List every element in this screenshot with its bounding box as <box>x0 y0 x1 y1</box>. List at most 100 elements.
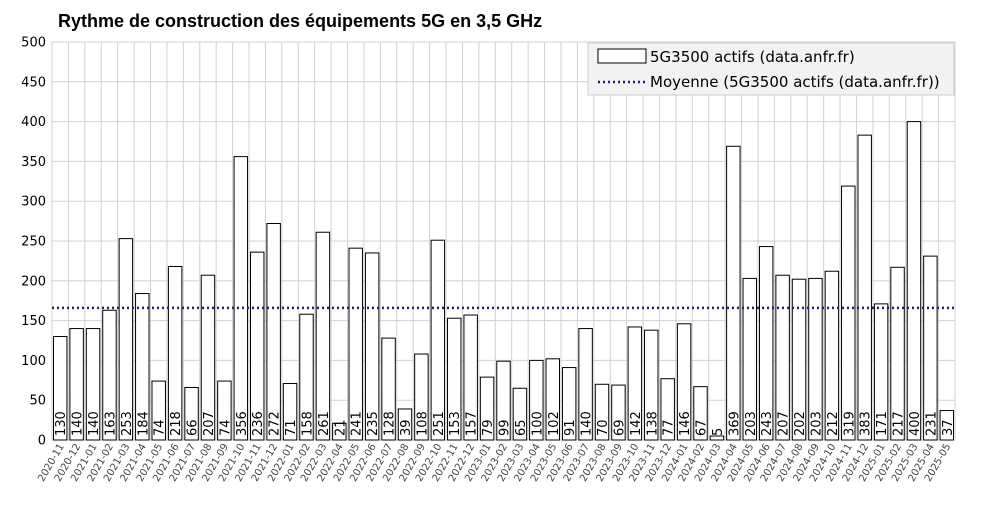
bar <box>709 435 725 441</box>
bar-value-label: 383 <box>859 411 874 436</box>
bar <box>200 274 216 441</box>
legend-line-label: Moyenne (5G3500 actifs (data.anfr.fr)) <box>650 73 940 91</box>
bar-value-label: 261 <box>317 411 332 436</box>
y-tick-label: 200 <box>21 274 46 289</box>
bar <box>85 328 101 441</box>
bar <box>217 380 232 441</box>
bar <box>249 251 265 441</box>
bar <box>414 353 429 441</box>
bar <box>118 238 134 441</box>
bar-value-label: 212 <box>826 411 841 436</box>
bar <box>857 134 872 441</box>
bar <box>660 378 675 441</box>
bar <box>758 246 774 441</box>
x-axis: 2020-112020-122021-012021-022021-032021-… <box>36 442 953 484</box>
bar-value-label: 207 <box>202 411 217 436</box>
bar-value-label: 184 <box>136 411 151 436</box>
bar <box>135 293 150 441</box>
bar <box>594 383 610 441</box>
bar-value-label: 319 <box>842 411 857 436</box>
bar <box>726 145 741 441</box>
bar-value-label: 207 <box>777 411 792 436</box>
bar-value-label: 235 <box>366 411 381 436</box>
bar-value-label: 158 <box>300 411 315 436</box>
bar-value-label: 153 <box>448 411 463 436</box>
bar-value-label: 157 <box>465 411 480 436</box>
bar-value-label: 236 <box>251 411 266 436</box>
bar <box>233 156 249 441</box>
bar-value-label: 217 <box>892 411 907 436</box>
y-tick-label: 400 <box>21 115 46 130</box>
bar <box>890 266 905 441</box>
bar <box>69 328 84 441</box>
bar <box>529 359 544 441</box>
bar <box>167 265 183 441</box>
bar-value-label: 130 <box>54 411 69 436</box>
chart-title: Rythme de construction des équipements 5… <box>58 11 542 31</box>
legend-box <box>587 42 955 96</box>
bar-value-label: 37 <box>941 419 956 436</box>
bar-value-label: 65 <box>514 419 529 436</box>
bar <box>430 239 446 441</box>
bar-value-label: 163 <box>103 411 118 436</box>
bar <box>545 358 560 441</box>
bar <box>841 185 856 441</box>
bar-value-label: 39 <box>399 419 414 436</box>
bar <box>923 255 938 441</box>
bar-value-label: 71 <box>284 419 299 436</box>
bar <box>939 410 955 441</box>
bar-value-label: 140 <box>87 411 102 436</box>
bar <box>332 422 347 441</box>
bar <box>463 314 478 441</box>
y-tick-label: 250 <box>21 235 46 250</box>
bar <box>447 317 462 441</box>
bar-value-label: 253 <box>120 411 135 436</box>
bar-value-label: 5 <box>711 428 726 436</box>
y-tick-label: 100 <box>21 354 46 369</box>
bar-value-label: 241 <box>350 411 365 436</box>
bar <box>315 231 331 441</box>
bar <box>906 121 922 441</box>
bar <box>102 309 117 441</box>
y-tick-label: 350 <box>21 155 46 170</box>
bar-value-label: 140 <box>71 411 86 436</box>
bar-value-label: 369 <box>727 411 742 436</box>
bar-value-label: 108 <box>415 411 430 436</box>
legend: 5G3500 actifs (data.anfr.fr) Moyenne (5G… <box>587 42 955 96</box>
bar-value-label: 243 <box>760 411 775 436</box>
bar <box>627 326 643 441</box>
bar-value-label: 100 <box>530 411 545 436</box>
bar <box>611 384 626 441</box>
bar-value-label: 128 <box>383 411 398 436</box>
bar-value-label: 74 <box>153 419 168 436</box>
bar <box>52 336 68 441</box>
bar <box>282 382 298 441</box>
bar <box>775 274 790 441</box>
bar <box>824 270 840 441</box>
bar-value-label: 146 <box>678 411 693 436</box>
legend-bar-label: 5G3500 actifs (data.anfr.fr) <box>650 48 855 66</box>
bar-value-label: 102 <box>547 411 562 436</box>
bar-value-label: 99 <box>498 419 513 436</box>
bar <box>364 252 380 441</box>
bar-value-label: 140 <box>580 411 595 436</box>
bar-value-label: 202 <box>793 411 808 436</box>
bar <box>512 387 528 441</box>
bar <box>299 313 314 441</box>
bar <box>873 303 889 441</box>
bar-value-label: 74 <box>218 419 233 436</box>
y-tick-label: 0 <box>38 434 46 449</box>
bar-value-label: 138 <box>645 411 660 436</box>
y-axis: 0 50 100 150 200 250 300 350 400 450 500 <box>21 36 46 449</box>
bar <box>348 247 363 441</box>
y-tick-label: 150 <box>21 314 46 329</box>
bar <box>808 277 823 441</box>
y-tick-label: 50 <box>29 394 46 409</box>
bar <box>397 408 413 441</box>
bar-value-label: 231 <box>924 411 939 436</box>
bar-value-label: 272 <box>268 411 283 436</box>
bar <box>496 360 511 441</box>
bar-value-label: 69 <box>612 419 627 436</box>
bar-value-label: 79 <box>481 419 496 436</box>
